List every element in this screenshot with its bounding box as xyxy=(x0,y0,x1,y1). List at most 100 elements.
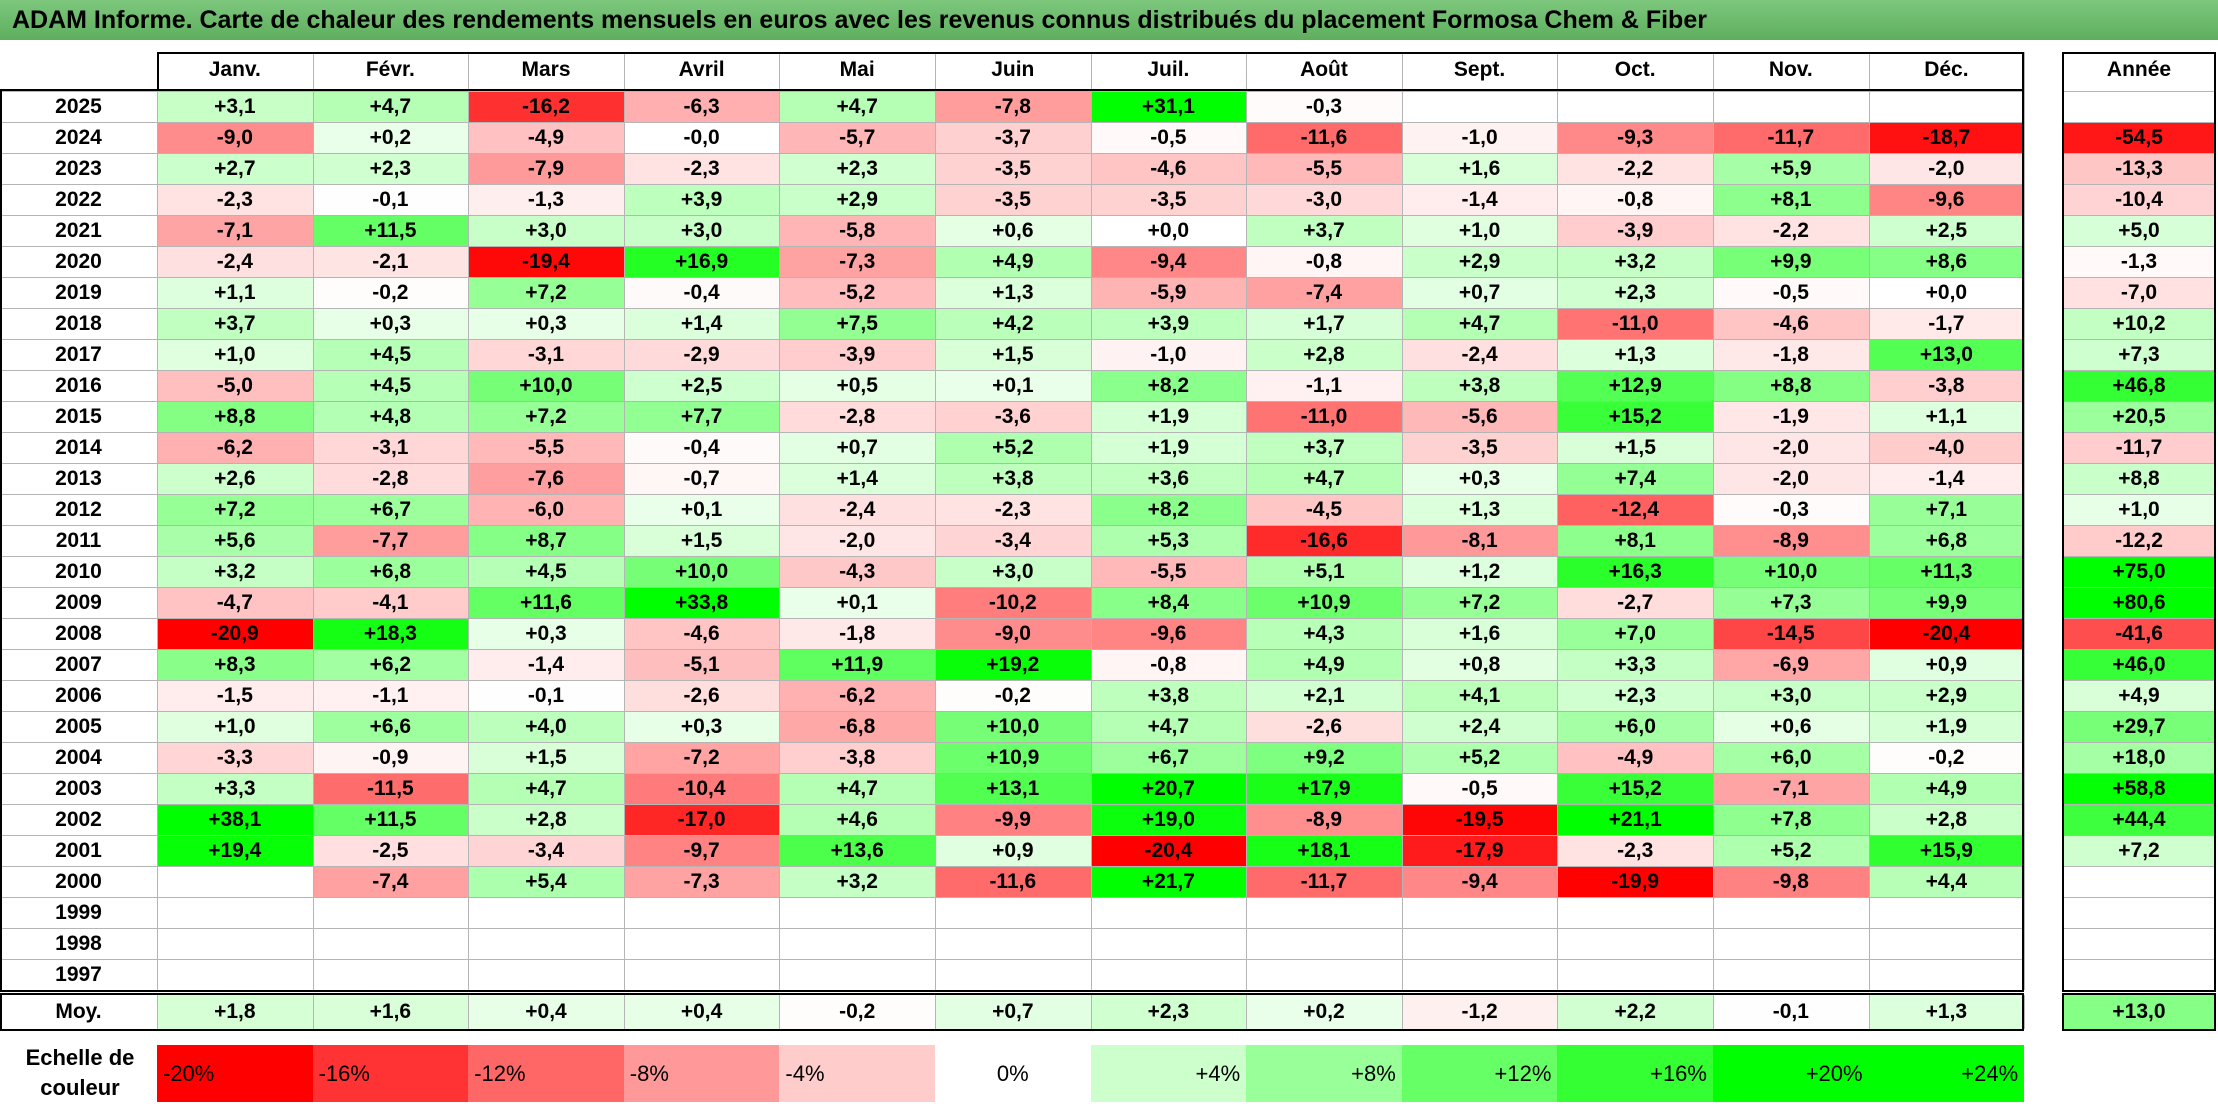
heatmap-cell: +2,5 xyxy=(1868,215,2025,246)
heatmap-cell: +2,3 xyxy=(1557,277,1713,308)
heatmap-cell: -0,5 xyxy=(1713,277,1869,308)
grid-line xyxy=(0,370,2025,371)
heatmap-cell xyxy=(1090,959,1247,990)
heatmap-cell: +2,6 xyxy=(157,463,313,494)
grid-line xyxy=(0,246,2025,247)
color-scale-step: +24% xyxy=(1868,1045,2025,1102)
year-total-cell: -12,2 xyxy=(2062,525,2216,556)
grid-line xyxy=(1557,995,1559,1029)
color-scale-step: +8% xyxy=(1246,1045,1402,1102)
heatmap-cell: -3,0 xyxy=(1246,184,1402,215)
heatmap-cell: -11,5 xyxy=(312,773,469,804)
color-scale-label-line: Echelle de xyxy=(25,1045,135,1070)
heatmap-cell: -4,7 xyxy=(157,587,313,618)
grid-line xyxy=(1868,995,1870,1029)
heatmap-cell: +2,8 xyxy=(1868,804,2025,835)
heatmap-cell: -17,9 xyxy=(1401,835,1558,866)
heatmap-cell: +0,3 xyxy=(312,308,469,339)
heatmap-cell: -3,5 xyxy=(1090,184,1247,215)
heatmap-cell: +12,9 xyxy=(1557,370,1713,401)
heatmap-cell: +3,0 xyxy=(623,215,780,246)
row-label: 2000 xyxy=(55,869,102,893)
heatmap-cell: -3,4 xyxy=(468,835,624,866)
heatmap-cell: -9,3 xyxy=(1557,122,1713,153)
row-label: 2008 xyxy=(55,621,102,645)
heatmap-cell: -8,9 xyxy=(1246,804,1402,835)
heatmap-cell xyxy=(779,928,935,959)
heatmap-cell: -20,4 xyxy=(1868,618,2025,649)
grid-line xyxy=(2062,556,2216,557)
heatmap-cell: +1,6 xyxy=(1401,153,1558,184)
heatmap-cell: +8,2 xyxy=(1090,494,1247,525)
heatmap-cell: +4,5 xyxy=(312,370,469,401)
heatmap-cell: +15,2 xyxy=(1557,773,1713,804)
heatmap-cell: -11,0 xyxy=(1246,401,1402,432)
grid-line xyxy=(2062,618,2216,619)
heatmap-cell: -16,2 xyxy=(468,91,624,122)
grid-line xyxy=(1713,52,1714,990)
heatmap-cell: +3,7 xyxy=(157,308,313,339)
year-total-cell: +44,4 xyxy=(2062,804,2216,835)
heatmap-cell: -3,1 xyxy=(468,339,624,370)
grid-line xyxy=(312,995,314,1029)
column-header: Déc. xyxy=(1924,58,1969,81)
heatmap-cell: +15,9 xyxy=(1868,835,2025,866)
year-total-cell: +80,6 xyxy=(2062,587,2216,618)
heatmap-cell: +38,1 xyxy=(157,804,313,835)
heatmap-cell: -2,0 xyxy=(1713,432,1869,463)
grid-line xyxy=(2062,680,2216,681)
heatmap-cell: -7,1 xyxy=(1713,773,1869,804)
grid-line xyxy=(0,773,2025,774)
heatmap-cell: -1,0 xyxy=(1090,339,1247,370)
heatmap-cell: +9,2 xyxy=(1246,742,1402,773)
heatmap-cell: -0,8 xyxy=(1090,649,1247,680)
grid-line xyxy=(2062,339,2216,340)
heatmap-cell: +8,8 xyxy=(1713,370,1869,401)
heatmap-cell: +11,5 xyxy=(312,804,469,835)
heatmap-cell: +4,7 xyxy=(779,91,935,122)
heatmap-cell xyxy=(1713,91,1869,122)
grid-line xyxy=(2062,122,2216,123)
row-label: 2016 xyxy=(55,373,102,397)
heatmap-cell: -5,7 xyxy=(779,122,935,153)
heatmap-cell: +4,5 xyxy=(468,556,624,587)
row-label: 2015 xyxy=(55,404,102,428)
heatmap-cell: +6,7 xyxy=(312,494,469,525)
color-scale-step: -12% xyxy=(468,1045,624,1102)
heatmap-cell: +1,9 xyxy=(1090,432,1247,463)
heatmap-cell: +1,1 xyxy=(157,277,313,308)
heatmap-cell: +9,9 xyxy=(1868,587,2025,618)
heatmap-cell: -3,9 xyxy=(1557,215,1713,246)
heatmap-cell: -0,1 xyxy=(312,184,469,215)
heatmap-cell: +11,9 xyxy=(779,649,935,680)
grid-line xyxy=(0,525,2025,526)
heatmap-cell: +21,7 xyxy=(1090,866,1247,897)
row-label: 1999 xyxy=(55,900,102,924)
average-cell: +2,3 xyxy=(1090,995,1247,1029)
row-label: 1998 xyxy=(55,931,102,955)
grid-line xyxy=(2062,184,2216,185)
heatmap-cell: -1,8 xyxy=(779,618,935,649)
heatmap-cell: +0,9 xyxy=(1868,649,2025,680)
heatmap-cell: -3,7 xyxy=(935,122,1091,153)
grid-line xyxy=(2062,804,2216,805)
color-scale-label-line: couleur xyxy=(40,1075,120,1100)
year-total-cell xyxy=(2062,959,2216,990)
year-total-cell: -10,4 xyxy=(2062,184,2216,215)
heatmap-cell: -2,0 xyxy=(779,525,935,556)
heatmap-cell: +1,3 xyxy=(935,277,1091,308)
heatmap-cell xyxy=(779,897,935,928)
heatmap-cell xyxy=(1713,959,1869,990)
year-total-cell: +4,9 xyxy=(2062,680,2216,711)
heatmap-cell xyxy=(157,866,313,897)
heatmap-cell: +0,3 xyxy=(623,711,780,742)
heatmap-cell: -1,3 xyxy=(468,184,624,215)
row-label: 2012 xyxy=(55,497,102,521)
grid-line xyxy=(2062,773,2216,774)
heatmap-cell: -9,8 xyxy=(1713,866,1869,897)
average-cell: -1,2 xyxy=(1401,995,1558,1029)
heatmap-cell: +8,2 xyxy=(1090,370,1247,401)
heatmap-cell: +1,1 xyxy=(1868,401,2025,432)
year-total-cell: -13,3 xyxy=(2062,153,2216,184)
heatmap-cell: +1,9 xyxy=(1090,401,1247,432)
